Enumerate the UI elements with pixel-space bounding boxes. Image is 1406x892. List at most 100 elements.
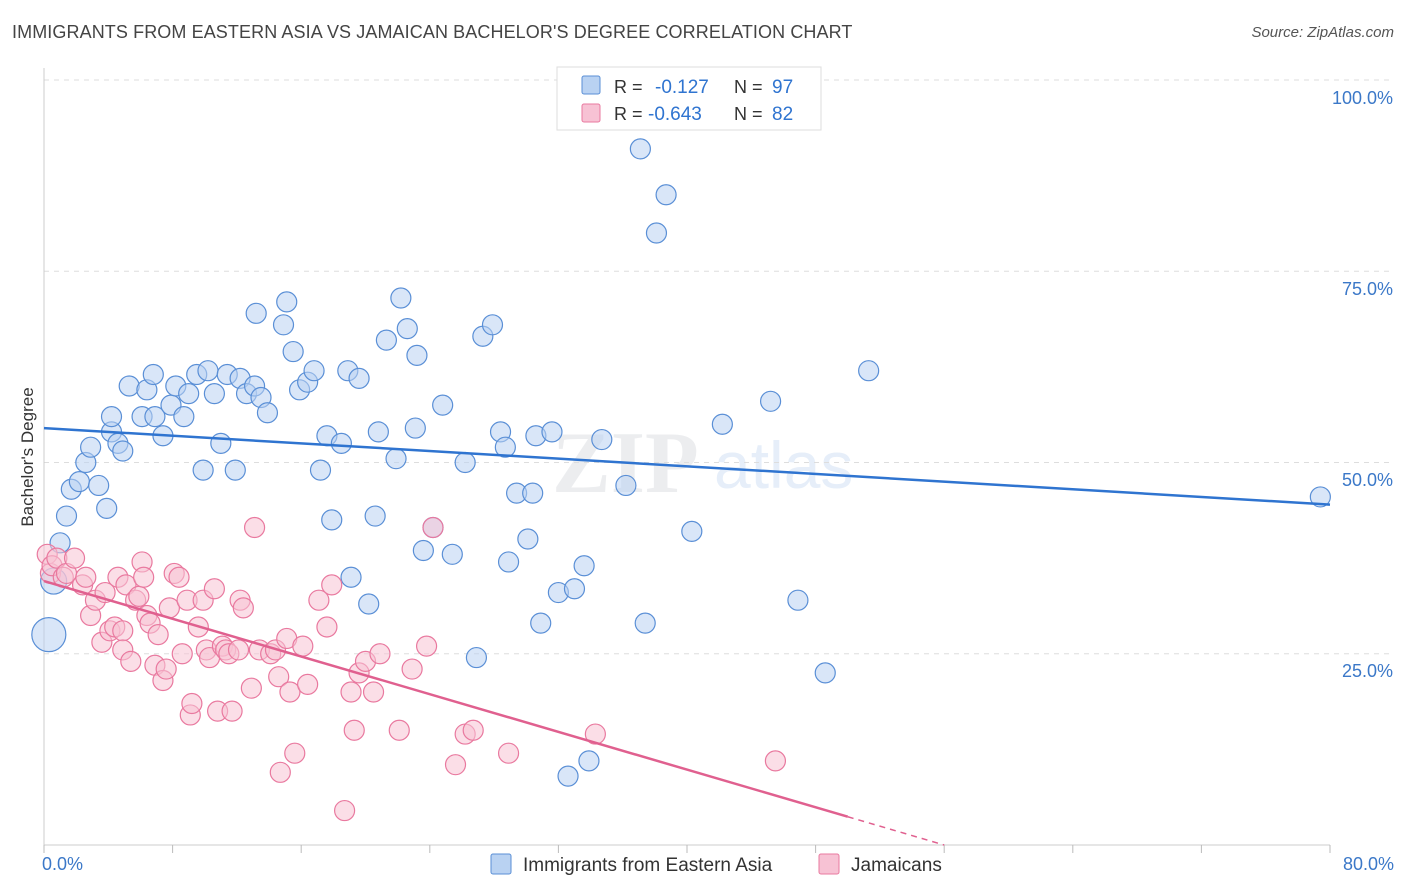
immigrant-point [68,471,90,493]
stats-legend: R = -0.127 N = 97 R = -0.643 N = 82 [556,66,822,131]
jamaican-point [203,578,225,600]
immigrant-point [367,421,389,443]
y-tick-label-75: 75.0% [1342,279,1393,299]
immigrant-point [276,291,298,313]
series-legend: Immigrants from Eastern Asia Jamaicans [490,853,942,876]
immigrant-point [465,646,488,669]
stats-r-label-blue: R = [614,77,643,97]
jamaican-point [168,566,190,588]
immigrant-point [303,360,325,382]
jamaican-point [227,639,250,661]
immigrant-point [541,421,563,443]
legend-swatch-immigrants [490,853,512,875]
immigrant-point [787,589,809,611]
x-tick-label-min: 0.0% [42,854,83,874]
trend-line-jamaicans-extension [847,816,945,846]
jamaican-point [128,585,150,607]
immigrant-point [615,474,637,497]
jamaican-point [279,681,301,703]
jamaican-point [415,635,438,657]
immigrant-point [203,383,225,405]
immigrant-point [634,612,656,634]
stats-n-label-pink: N = [734,104,763,124]
immigrant-point [481,314,504,336]
grid [44,79,1392,655]
immigrant-point [358,593,380,615]
jamaican-point [497,742,520,764]
jamaican-point [181,692,203,715]
immigrant-point [210,432,232,454]
y-tick-label-25: 25.0% [1342,661,1393,681]
immigrant-point [591,428,613,451]
immigrant-point [655,184,677,206]
watermark-atlas: atlas [714,428,853,502]
immigrant-point [563,578,586,600]
jamaican-point [112,620,134,642]
jamaican-point [584,723,606,745]
jamaican-point [297,673,319,695]
immigrant-point [88,474,110,497]
jamaican-point [269,761,291,783]
jamaican-point [334,799,356,822]
chart-title: IMMIGRANTS FROM EASTERN ASIA VS JAMAICAN… [12,22,853,42]
immigrant-point [412,539,434,562]
series-immigrants-points [31,138,1331,787]
source-label: Source: ZipAtlas.com [1251,24,1394,41]
stats-legend-box [556,66,822,131]
axes [43,68,1331,853]
immigrant-point [256,402,279,424]
jamaican-point [240,677,262,699]
immigrant-point [578,750,600,772]
y-tick-label-100: 100.0% [1332,88,1393,108]
series-jamaicans-points [36,516,787,822]
immigrant-point [282,340,304,363]
stats-n-value-blue: 97 [772,77,793,98]
jamaican-point [340,681,362,703]
y-axis-title: Bachelor's Degree [18,387,37,526]
jamaican-point [321,574,343,596]
immigrant-point [557,765,579,787]
jamaican-point [133,566,155,588]
stats-r-value-pink: -0.643 [648,104,702,125]
stats-legend-swatch-pink [581,103,601,123]
jamaican-point [764,750,787,772]
immigrant-point [454,451,476,474]
jamaican-point [147,624,169,646]
jamaican-point [401,658,423,680]
immigrant-point [178,383,200,405]
stats-legend-swatch-blue [581,75,601,95]
immigrant-point [348,367,370,389]
x-tick-label-max: 80.0% [1343,854,1394,874]
immigrant-point [80,436,102,458]
immigrant-point [118,375,140,397]
jamaican-point [284,742,306,764]
immigrant-point [858,360,880,382]
jamaican-point [422,516,444,539]
immigrant-point [406,344,428,366]
stats-r-label-pink: R = [614,104,643,124]
jamaican-point [171,643,193,665]
immigrant-point [100,406,123,428]
jamaican-point [120,650,142,673]
immigrant-point [224,459,246,481]
immigrant-point [330,432,352,454]
immigrant-point [144,406,166,428]
immigrant-point [681,520,703,542]
trend-line-jamaicans [43,579,849,818]
immigrant-point [494,436,516,458]
immigrant-point [340,566,362,588]
immigrant-point [629,138,651,160]
immigrant-point [711,413,733,435]
jamaican-point [308,589,330,611]
jamaican-point [343,719,365,741]
legend-swatch-jamaicans [818,853,840,875]
immigrant-point [197,360,219,382]
jamaican-point [316,616,338,638]
stats-n-label-blue: N = [734,77,763,97]
immigrant-point [390,287,412,309]
jamaican-point [369,643,391,665]
immigrant-point [573,555,595,577]
jamaican-point [221,700,243,722]
jamaican-point [362,681,385,703]
